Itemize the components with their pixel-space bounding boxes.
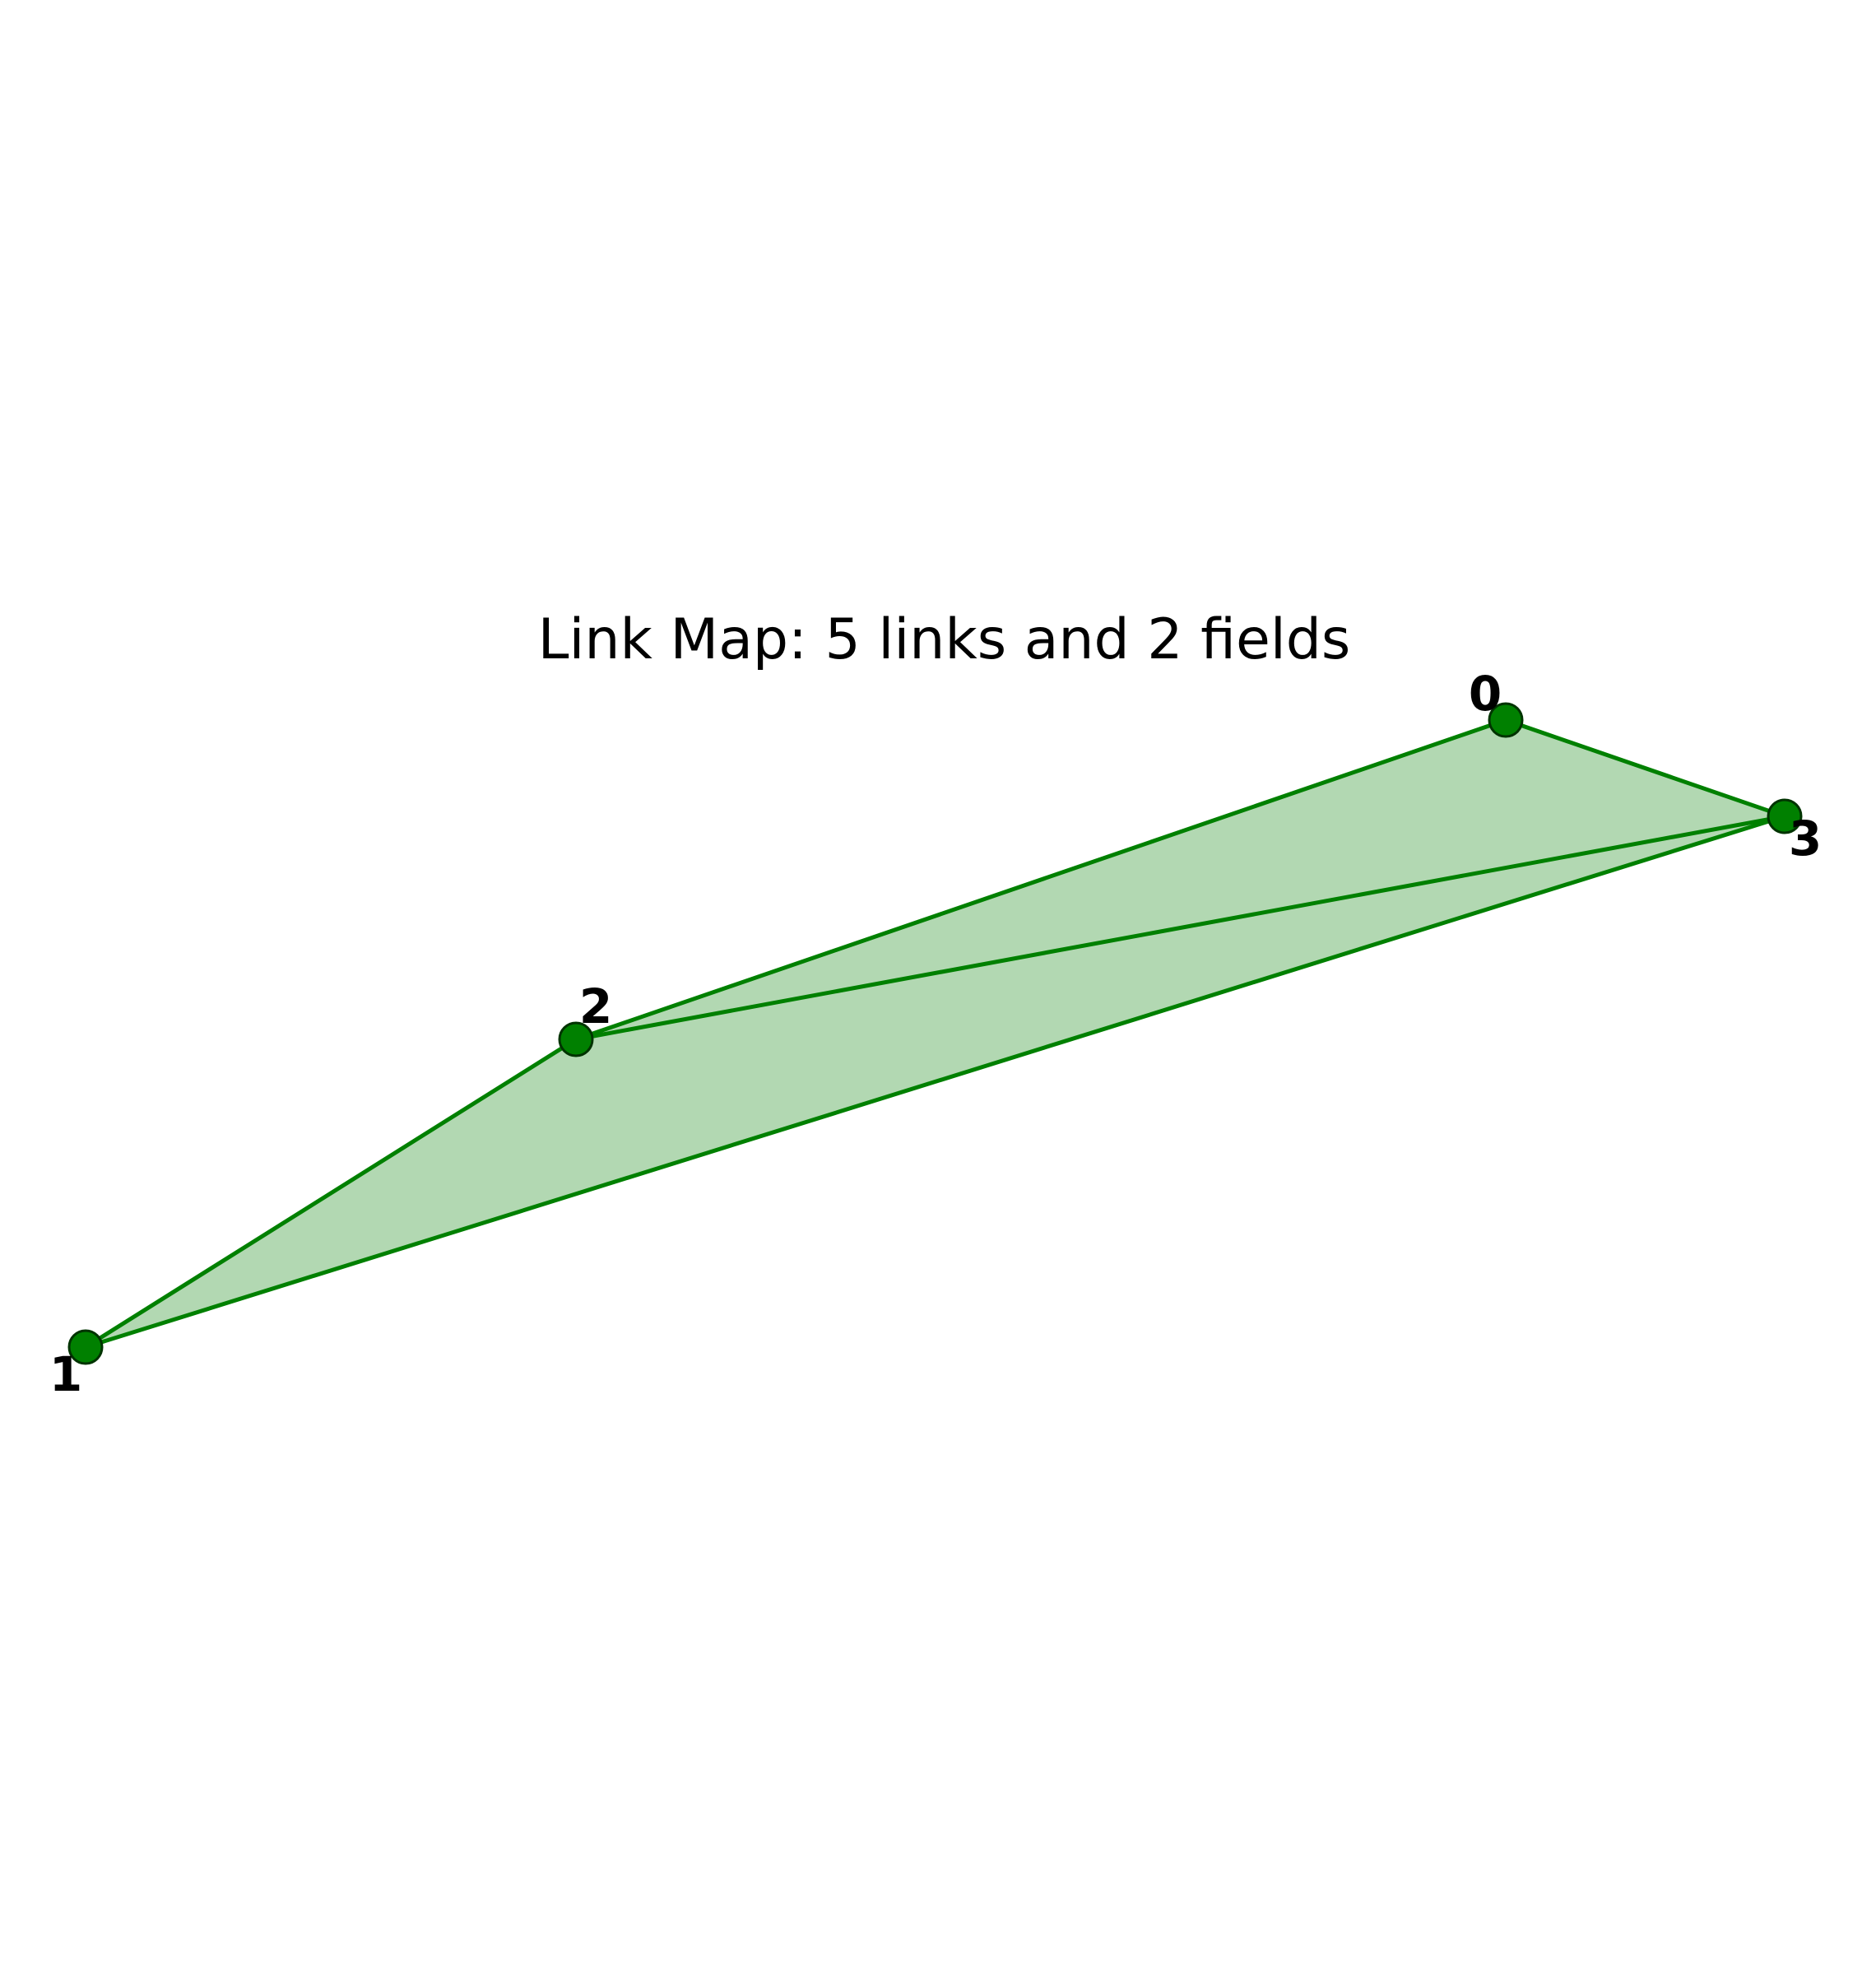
- fields-layer: [86, 720, 1785, 1347]
- map-title: Link Map: 5 links and 2 fields: [537, 607, 1351, 672]
- link-0-3: [1503, 718, 1787, 819]
- portal-label-3: 3: [1789, 811, 1822, 867]
- link-1-3: [83, 814, 1787, 1350]
- portal-node-0: [1488, 702, 1524, 738]
- link-0-2: [573, 718, 1508, 1042]
- portals-layer: [67, 702, 1803, 1365]
- links-layer: [83, 718, 1787, 1350]
- portal-node-3: [1767, 798, 1803, 834]
- portal-label-2: 2: [579, 978, 612, 1034]
- link-2-3: [573, 814, 1787, 1042]
- portal-label-0: 0: [1469, 666, 1502, 722]
- portal-label-1: 1: [49, 1346, 82, 1402]
- portal-node-2: [558, 1021, 594, 1057]
- field-0-2-3: [576, 720, 1785, 1039]
- portal-node-1: [67, 1329, 104, 1365]
- link-1-2: [83, 1037, 578, 1350]
- portal-labels-layer: 0 1 2 3: [49, 666, 1822, 1402]
